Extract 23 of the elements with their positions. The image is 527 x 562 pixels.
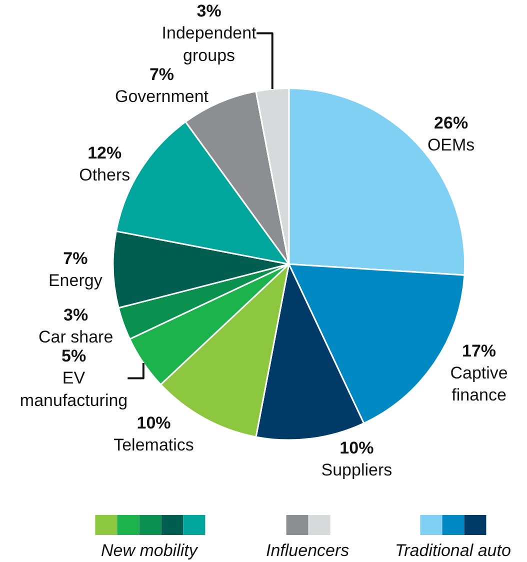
data-label: 10% [136,414,171,433]
slice-label: Others [79,166,130,185]
text: Influencers [266,541,350,560]
text: Traditional auto [395,541,511,560]
slice-label: Car share [38,328,114,347]
data-label: 10% [340,438,374,458]
data-label: 26% [434,114,468,133]
slice-label: EV manufacturing [20,368,128,410]
slice-label: OEMs [427,136,475,155]
slice-label: Energy [48,271,103,290]
data-label: 12% [88,143,122,162]
slice-label: Telematics [114,436,194,455]
data-label: 17% [462,341,496,360]
data-label: 7% [149,64,174,84]
data-label: 7% [63,249,88,268]
data-label: 3% [64,306,88,325]
slice-label: Suppliers [321,460,392,480]
slice-label: Captive finance [450,363,508,405]
slice-label: Government [114,86,209,106]
slice-label: Independent groups [162,24,257,65]
text: New mobility [101,541,199,560]
data-label: 5% [61,346,86,366]
data-label: 3% [196,2,222,21]
